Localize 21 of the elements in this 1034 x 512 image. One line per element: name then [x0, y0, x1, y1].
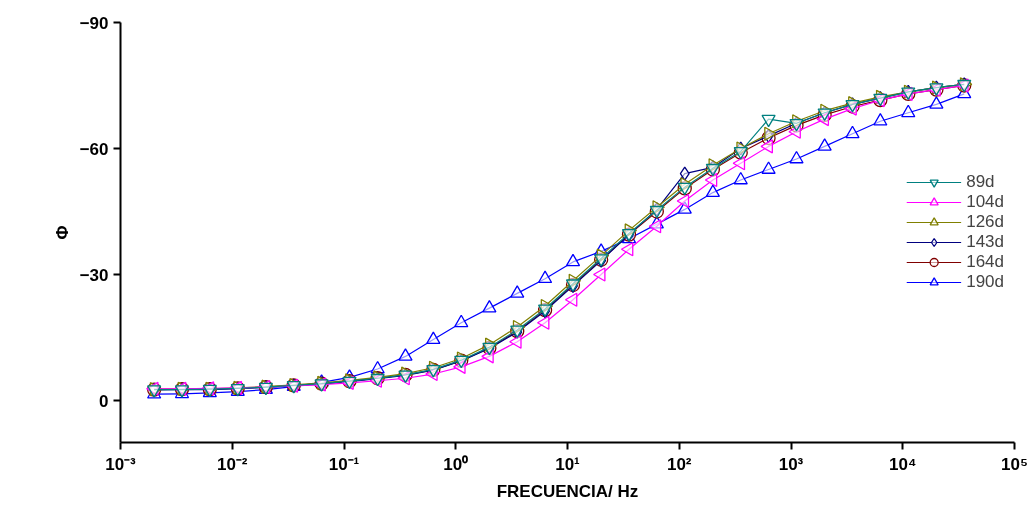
y-tick-label: −30: [79, 265, 109, 285]
x-axis-title: FRECUENCIA/ Hz: [496, 481, 639, 501]
x-tick-label: 10⁻¹: [328, 454, 360, 474]
x-tick-label: 10¹: [555, 454, 581, 474]
x-tick-label: 10²: [666, 454, 692, 474]
legend-label: 104d: [966, 192, 1004, 212]
x-tick-label: 10⁻²: [216, 454, 248, 474]
legend-label: 89d: [966, 172, 995, 192]
y-tick-label: −60: [79, 139, 109, 159]
y-axis-title: Φ: [52, 225, 72, 240]
x-tick-label: 10³: [778, 454, 804, 474]
legend-label: 190d: [966, 272, 1004, 292]
y-tick-label: −90: [79, 13, 109, 33]
x-tick-label: 10⁰: [443, 454, 469, 474]
legend-label: 164d: [966, 252, 1004, 272]
x-tick-label: 10⁻³: [105, 454, 137, 474]
x-tick-label: 10⁵: [1001, 454, 1028, 474]
legend-label: 126d: [966, 212, 1004, 232]
x-tick-label: 10⁴: [889, 454, 917, 474]
legend-label: 143d: [966, 232, 1004, 252]
y-tick-label: 0: [99, 391, 109, 411]
